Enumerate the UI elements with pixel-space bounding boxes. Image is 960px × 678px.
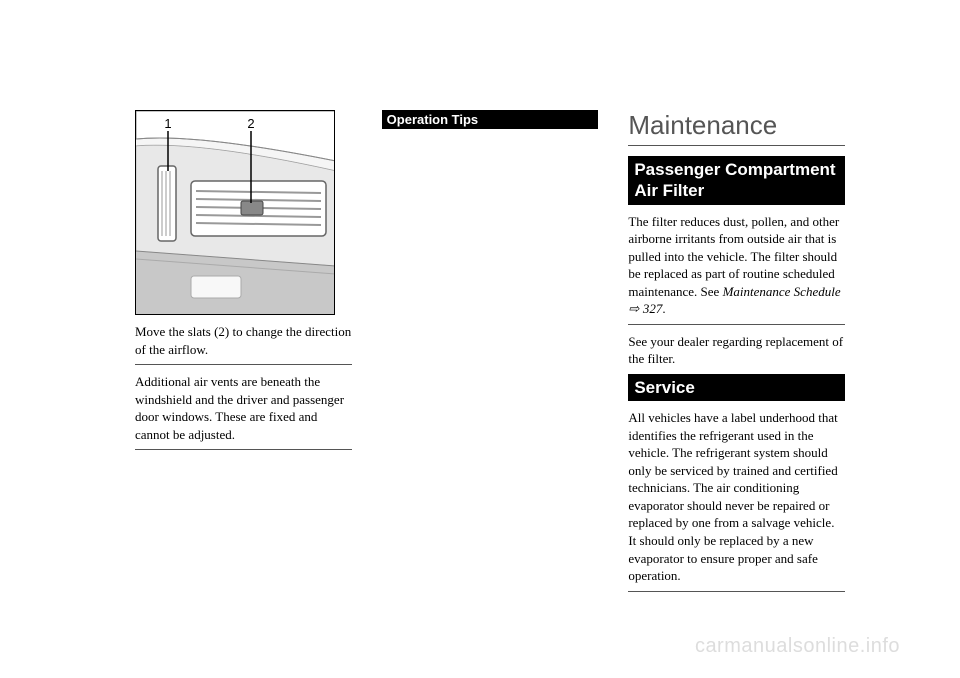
air-filter-heading: Passenger Compartment Air Filter [628,156,845,205]
divider [135,364,352,365]
callout-2-label: 2 [247,116,254,131]
air-vent-illustration: 1 2 [135,110,335,315]
divider [628,324,845,325]
service-heading: Service [628,374,845,401]
maintenance-schedule-ref: Maintenance Schedule [723,284,841,299]
service-p1: All vehicles have a label underhood that… [628,409,845,584]
air-filter-p2: See your dealer regarding replacement of… [628,333,845,368]
maintenance-heading: Maintenance [628,110,845,146]
air-filter-p1b: . [662,301,665,316]
ref-symbol: ⇨ [628,301,643,316]
watermark-text: carmanualsonline.info [695,635,900,658]
divider [628,591,845,592]
callout-1-label: 1 [164,116,171,131]
column-middle: Operation Tips [382,110,599,600]
additional-vents-text: Additional air vents are beneath the win… [135,373,352,443]
column-right: Maintenance Passenger Compartment Air Fi… [628,110,845,600]
column-left: 1 2 Move the slats (2) to change the dir… [135,110,352,600]
air-filter-p1: The filter reduces dust, pollen, and oth… [628,213,845,318]
divider [135,449,352,450]
vent-slats-text: Move the slats (2) to change the directi… [135,323,352,358]
operation-tips-heading: Operation Tips [382,110,599,129]
ref-page-number: 327 [643,301,663,316]
